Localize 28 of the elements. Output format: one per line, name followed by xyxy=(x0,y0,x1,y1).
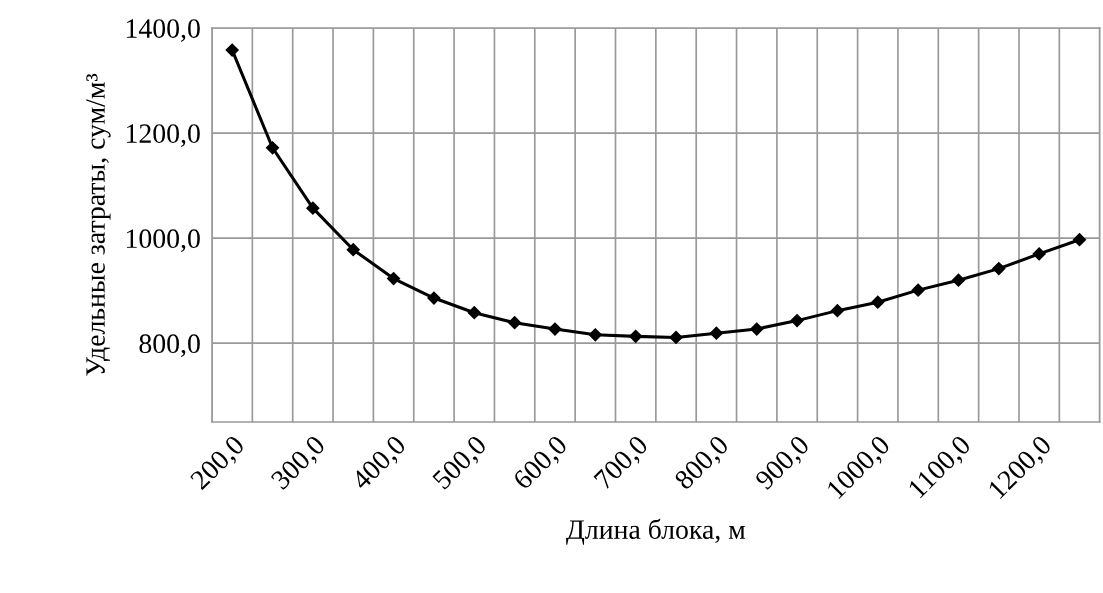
y-tick-label: 1400,0 xyxy=(126,19,200,42)
point xyxy=(830,304,845,318)
point xyxy=(265,141,280,155)
y-tick-label: 800,0 xyxy=(139,334,200,358)
point xyxy=(992,262,1006,276)
point xyxy=(427,291,441,305)
point xyxy=(790,314,804,328)
point xyxy=(669,330,683,345)
x-axis-title: Длина блока, м xyxy=(566,518,746,545)
point xyxy=(225,43,239,57)
y-tick-label: 1000,0 xyxy=(126,229,200,253)
point xyxy=(467,306,481,320)
point xyxy=(629,329,643,343)
point xyxy=(709,326,723,340)
y-tick-label: 1200,0 xyxy=(126,124,200,147)
point xyxy=(346,243,360,257)
point xyxy=(951,273,966,287)
point xyxy=(588,328,602,342)
point xyxy=(911,283,925,297)
point xyxy=(1032,247,1046,261)
point xyxy=(386,271,401,286)
point xyxy=(1072,233,1087,247)
y-axis-title: Удельные затраты, сум/м³ xyxy=(86,73,111,376)
point xyxy=(306,201,320,215)
point xyxy=(871,295,885,309)
point xyxy=(508,316,522,330)
point xyxy=(548,322,562,336)
point xyxy=(750,322,764,336)
